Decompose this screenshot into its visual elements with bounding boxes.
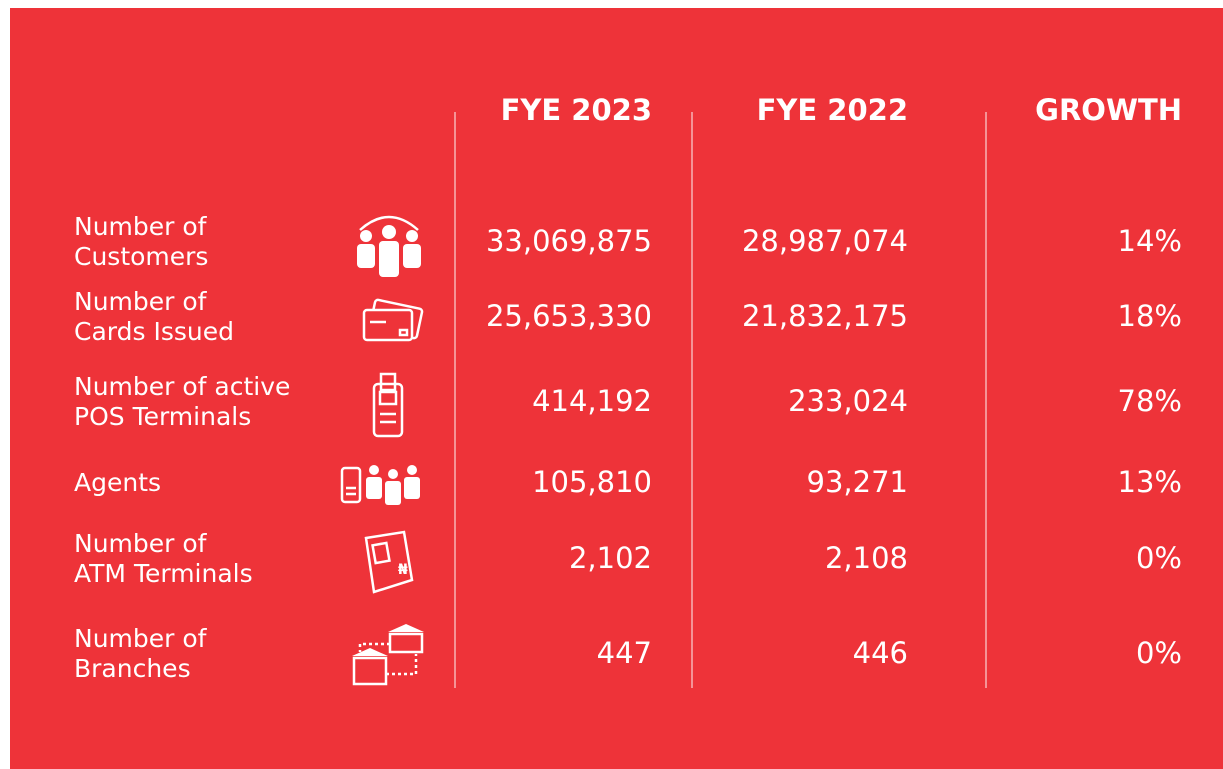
- cell-value: 0%: [1136, 636, 1182, 670]
- row-label: ATM Terminals: [74, 559, 253, 588]
- cell-value: 105,810: [532, 465, 652, 499]
- row-label: Number of: [74, 624, 208, 653]
- icon-agents: [340, 465, 420, 505]
- cell-value: 446: [853, 636, 908, 670]
- column-header: FYE 2023: [501, 93, 652, 127]
- icon-pos: [372, 372, 404, 438]
- icon-cards: [362, 298, 424, 342]
- row-label: Branches: [74, 654, 191, 683]
- cell-value: 447: [597, 636, 652, 670]
- icon-branches: [352, 624, 424, 686]
- cell-value: 13%: [1118, 465, 1182, 499]
- cell-value: 93,271: [807, 465, 908, 499]
- cell-value: 78%: [1118, 384, 1182, 418]
- svg-text:₦: ₦: [398, 562, 408, 578]
- cell-value: 28,987,074: [742, 224, 908, 258]
- background: [10, 8, 1223, 769]
- column-header: GROWTH: [1035, 93, 1182, 127]
- cell-value: 18%: [1118, 299, 1182, 333]
- column-dividers: [454, 112, 987, 688]
- cell-value: 25,653,330: [486, 299, 652, 333]
- cell-value: 233,024: [788, 384, 908, 418]
- cell-value: 33,069,875: [486, 224, 652, 258]
- column-header: FYE 2022: [757, 93, 908, 127]
- icon-customers: [357, 215, 421, 277]
- row-label: Number of: [74, 529, 208, 558]
- cell-value: 21,832,175: [742, 299, 908, 333]
- row-label: Customers: [74, 242, 208, 271]
- row-label: POS Terminals: [74, 402, 251, 431]
- cell-value: 0%: [1136, 541, 1182, 575]
- icon-atm: ₦: [364, 530, 414, 594]
- cell-value: 2,102: [569, 541, 652, 575]
- row-label: Number of active: [74, 372, 290, 401]
- row-label: Cards Issued: [74, 317, 234, 346]
- cell-value: 2,108: [825, 541, 908, 575]
- row-label: Number of: [74, 287, 208, 316]
- cell-value: 414,192: [532, 384, 652, 418]
- cell-value: 14%: [1118, 224, 1182, 258]
- row-label: Agents: [74, 468, 161, 497]
- row-label: Number of: [74, 212, 208, 241]
